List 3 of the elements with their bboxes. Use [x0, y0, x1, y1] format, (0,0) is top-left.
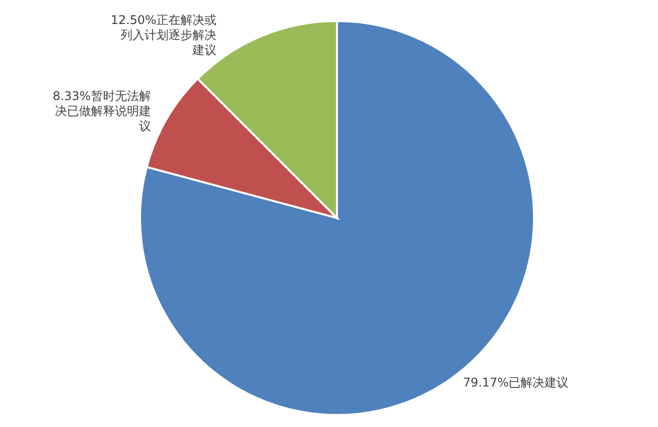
slice-label: 12.50%正在解决或列入计划逐步解决建议 — [110, 13, 216, 57]
slice-label: 8.33%暂时无法解决已做解释说明建议 — [52, 88, 151, 133]
slice-label: 79.17%已解决建议 — [462, 376, 569, 390]
